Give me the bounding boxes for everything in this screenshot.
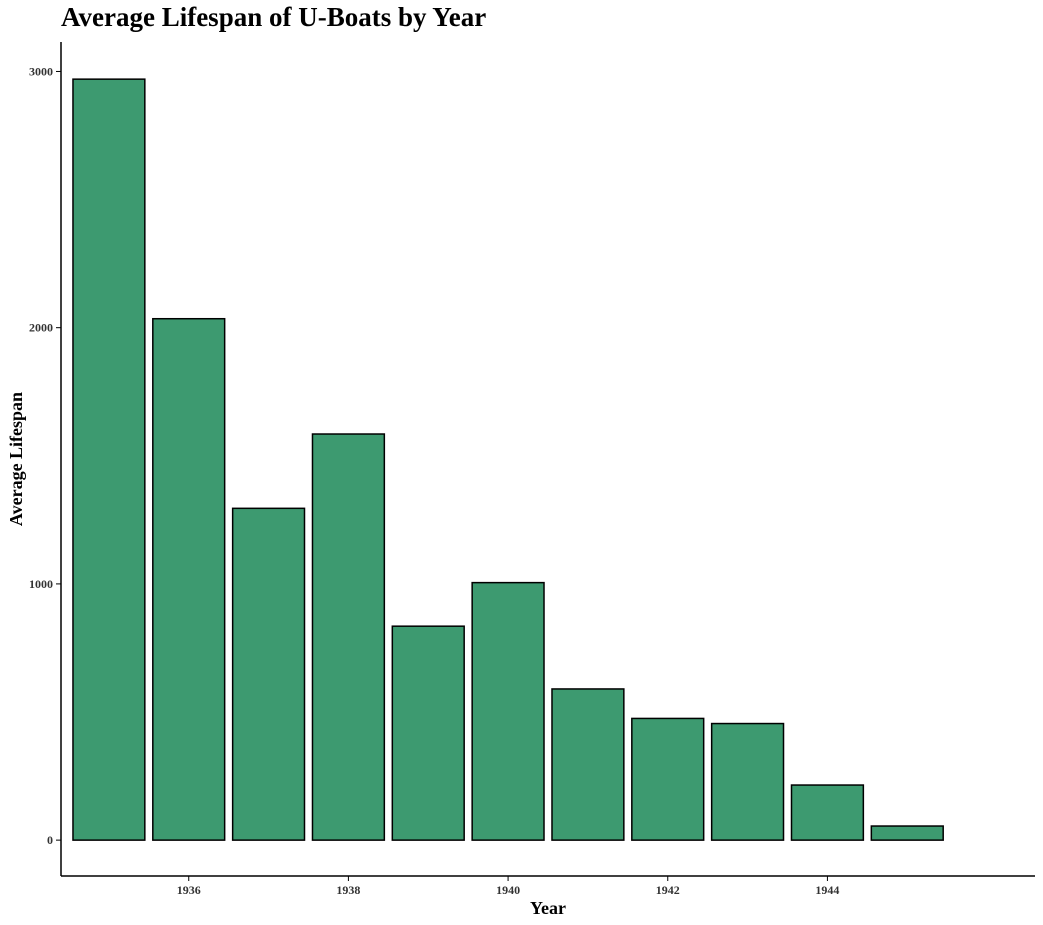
y-tick-label: 2000	[29, 321, 53, 335]
x-tick-label: 1936	[177, 883, 201, 897]
bar-1942	[631, 717, 705, 841]
y-tick-label: 0	[47, 833, 53, 847]
x-axis: 1936 1938 1940 1942 1944	[61, 875, 1035, 897]
bar-1938	[311, 433, 386, 841]
y-axis: 0 1000 2000 3000	[29, 42, 62, 876]
bar-1941	[551, 688, 625, 841]
bar-1943	[710, 722, 785, 841]
bar-1944	[790, 784, 865, 841]
x-axis-title: Year	[530, 898, 566, 918]
x-tick-label: 1938	[336, 883, 360, 897]
x-tick-label: 1940	[496, 883, 520, 897]
bar-1937	[231, 507, 306, 841]
bar-1945	[870, 825, 944, 841]
bar-1940	[471, 581, 545, 841]
x-tick-label: 1942	[656, 883, 680, 897]
y-tick-label: 1000	[29, 577, 53, 591]
x-tick-label: 1944	[815, 883, 839, 897]
bar-1935	[72, 78, 146, 841]
y-tick-label: 3000	[29, 64, 53, 78]
bar-1939	[391, 625, 465, 841]
y-axis-title: Average Lifespan	[6, 392, 26, 526]
bars-group	[72, 78, 944, 841]
chart-title: Average Lifespan of U-Boats by Year	[61, 2, 487, 32]
bar-1936	[152, 317, 226, 841]
